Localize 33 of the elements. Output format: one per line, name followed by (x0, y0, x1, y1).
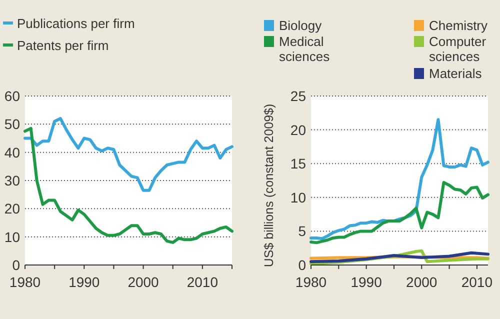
legend-label: Patents per firm (17, 38, 109, 53)
y-tick-label: 25 (290, 88, 306, 104)
y-axis-title: US$ billions (constant 2009$) (262, 104, 276, 268)
line-series (310, 118, 490, 240)
y-tick-label: 40 (4, 144, 20, 160)
line-series (310, 181, 490, 244)
line-series (24, 117, 234, 192)
legend-label: Computer sciences (429, 34, 487, 64)
y-tick-label: 0 (298, 257, 306, 273)
legend-label: Biology (279, 18, 322, 33)
x-tick-label: 1990 (68, 274, 100, 290)
x-tick-label: 2010 (461, 274, 493, 290)
x-tick-label: 1980 (9, 274, 41, 290)
x-tick-label: 2000 (406, 274, 438, 290)
y-tick-label: 30 (4, 172, 20, 188)
legend-label: Chemistry (429, 18, 488, 33)
y-tick-label: 20 (290, 122, 306, 138)
y-tick-label: 10 (4, 228, 20, 245)
x-tick-label: 2010 (186, 274, 218, 290)
legend-label: Materials (429, 66, 482, 81)
y-tick-label: 20 (4, 200, 20, 217)
y-tick-label: 5 (298, 223, 306, 240)
y-tick-label: 10 (290, 189, 306, 206)
legend-label: Medical sciences (279, 34, 330, 64)
x-tick-label: 1980 (295, 274, 327, 290)
y-tick-label: 60 (4, 88, 20, 104)
line-series (24, 126, 234, 244)
x-tick-label: 1990 (350, 274, 382, 290)
y-tick-label: 0 (12, 257, 20, 273)
x-tick-label: 2000 (128, 274, 160, 290)
y-tick-label: 50 (4, 116, 20, 132)
y-tick-label: 15 (290, 156, 306, 172)
legend-label: Publications per firm (17, 16, 135, 31)
